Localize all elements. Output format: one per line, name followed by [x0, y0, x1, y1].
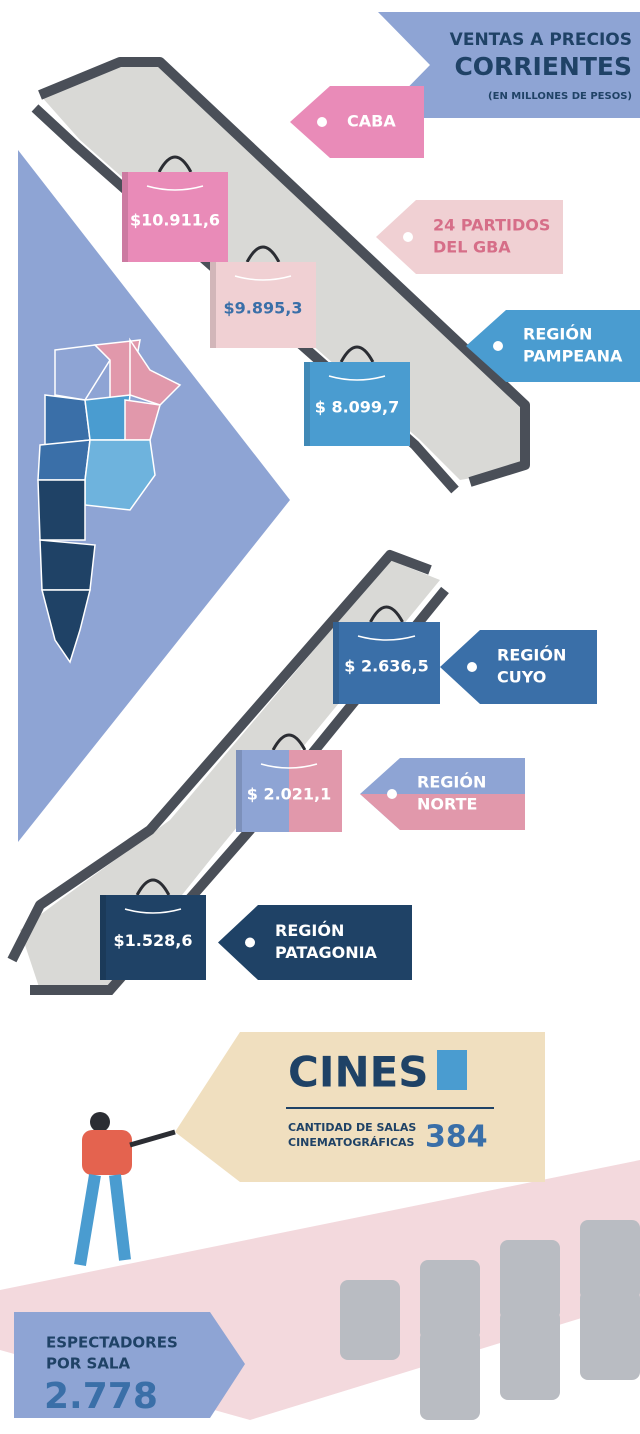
tag-dot	[467, 662, 477, 672]
tag-dot	[403, 232, 413, 242]
spectators-label: ESPECTADORES	[46, 1334, 178, 1352]
bag-value: $ 2.636,5	[344, 657, 429, 676]
tag-dot	[493, 341, 503, 351]
bag-value: $ 2.021,1	[247, 785, 332, 804]
bag-value: $ 8.099,7	[315, 398, 400, 417]
region-name: DEL GBA	[433, 238, 511, 257]
region-name: REGIÓN	[275, 921, 344, 940]
region-name: PATAGONIA	[275, 943, 378, 962]
cinema-label: CANTIDAD DE SALAS	[288, 1121, 416, 1134]
cinema-value: 384	[425, 1120, 488, 1155]
bag-value: $1.528,6	[114, 931, 193, 950]
header-line: CORRIENTES	[454, 52, 632, 81]
projector-person	[80, 1112, 175, 1265]
bag-side	[304, 362, 310, 446]
bag-side	[210, 262, 216, 348]
tag-dot	[317, 117, 327, 127]
region-name: PAMPEANA	[523, 347, 623, 366]
bag-side	[333, 622, 339, 704]
cinema-title: CINES	[288, 1048, 429, 1097]
cinema-icon	[437, 1050, 467, 1090]
region-name: REGIÓN	[417, 773, 486, 792]
bag-side	[122, 172, 128, 262]
region-name: REGIÓN	[497, 646, 566, 665]
spectators-value: 2.778	[44, 1376, 158, 1417]
region-name: 24 PARTIDOS	[433, 216, 550, 235]
region-name: NORTE	[417, 795, 477, 814]
tag-dot	[245, 938, 255, 948]
bag-side	[100, 895, 106, 980]
cinema-label: CINEMATOGRÁFICAS	[288, 1136, 415, 1149]
region-name: REGIÓN	[523, 325, 592, 344]
bag-side	[236, 750, 242, 832]
bag-value: $10.911,6	[130, 211, 220, 230]
bag-value: $9.895,3	[224, 299, 303, 318]
spectators-label: POR SALA	[46, 1355, 130, 1373]
header-subtitle: (EN MILLONES DE PESOS)	[488, 91, 632, 102]
infographic: VENTAS A PRECIOS CORRIENTES (EN MILLONES…	[0, 0, 640, 1434]
tag-dot	[387, 789, 397, 799]
header-line: VENTAS A PRECIOS	[450, 30, 632, 50]
region-name: CABA	[347, 112, 396, 131]
region-name: CUYO	[497, 668, 546, 687]
